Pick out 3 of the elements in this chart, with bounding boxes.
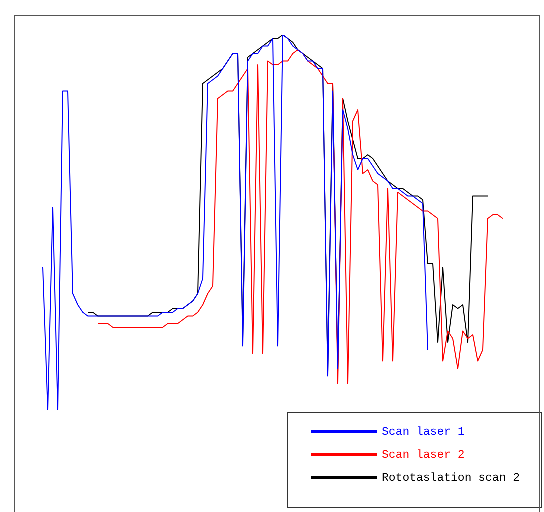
text: Scan laser 2	[382, 449, 465, 462]
text: Scan laser 1	[382, 426, 465, 440]
text: Rototaslation scan 2	[382, 472, 520, 486]
